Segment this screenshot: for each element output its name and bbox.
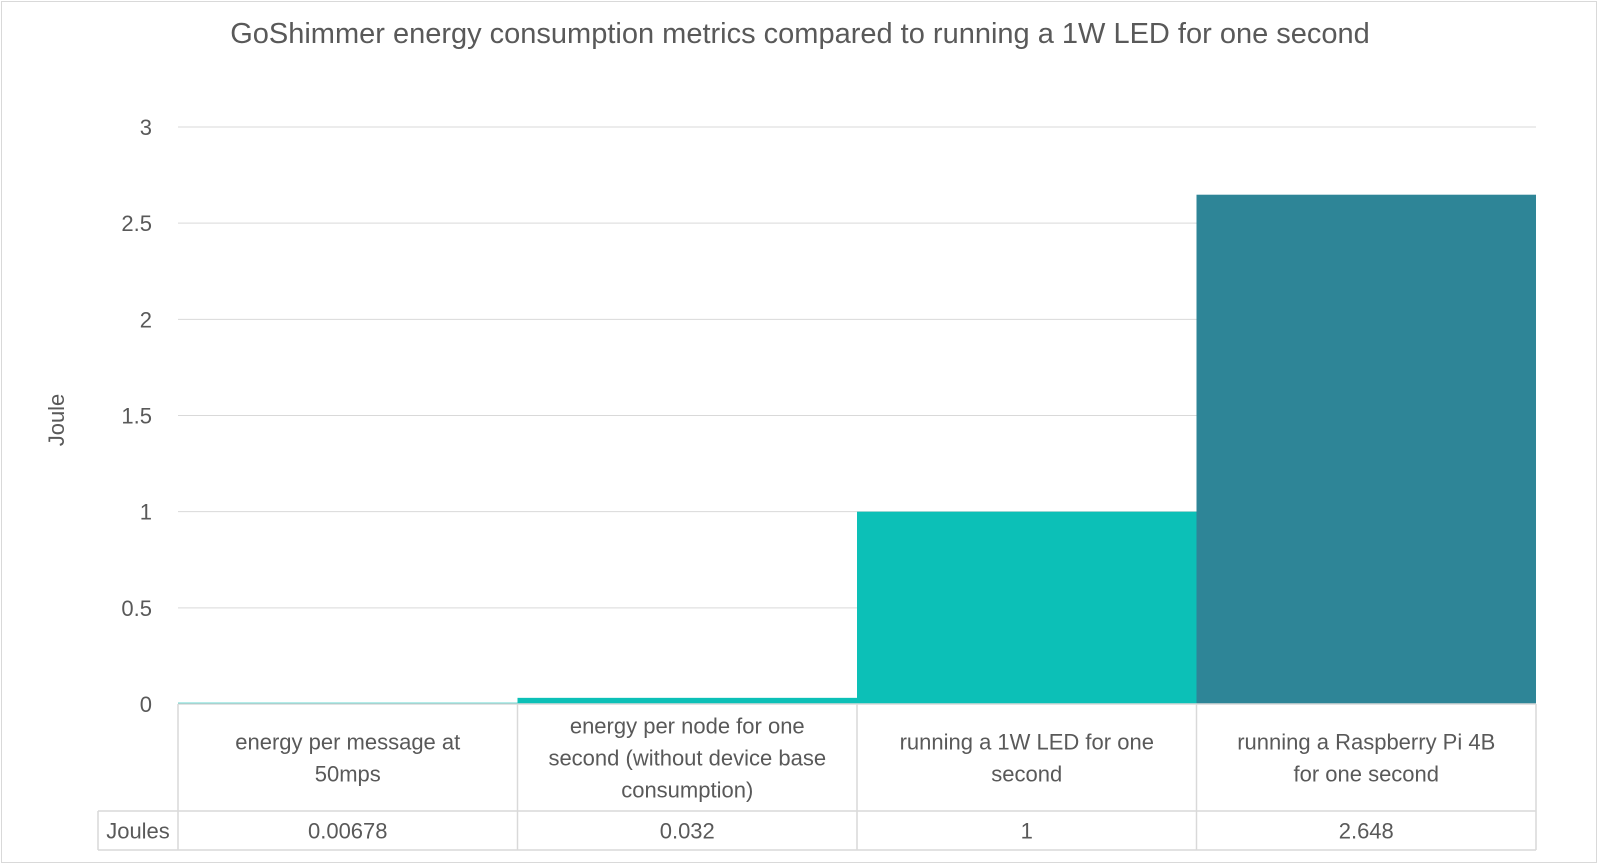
y-tick-label: 2 xyxy=(140,307,152,332)
y-tick-label: 3 xyxy=(140,115,152,140)
bar xyxy=(517,697,857,704)
value-label: 0.00678 xyxy=(308,819,388,844)
series-name-label: Joules xyxy=(106,819,170,844)
y-tick-label: 2.5 xyxy=(121,211,152,236)
category-label: energy per node for one second (without d… xyxy=(548,714,826,803)
category-label: running a 1W LED for one second xyxy=(900,730,1154,787)
bar xyxy=(857,511,1197,704)
chart-title: GoShimmer energy consumption metrics com… xyxy=(230,18,1370,50)
y-tick-label: 1.5 xyxy=(121,404,152,429)
y-axis-ticks: 0 0.5 1 1.5 2 2.5 3 xyxy=(121,115,152,717)
category-label: running a Raspberry Pi 4B for one second xyxy=(1237,730,1495,787)
bars xyxy=(178,194,1536,704)
y-tick-label: 1 xyxy=(140,500,152,525)
y-tick-label: 0 xyxy=(140,692,152,717)
category-label: energy per message at 50mps xyxy=(235,730,460,787)
data-table: energy per message at 50mps energy per nod… xyxy=(97,703,1537,851)
value-label: 0.032 xyxy=(660,819,715,844)
value-label: 1 xyxy=(1021,819,1033,844)
bar xyxy=(1196,194,1536,704)
value-label: 2.648 xyxy=(1339,819,1394,844)
y-tick-label: 0.5 xyxy=(121,596,152,621)
